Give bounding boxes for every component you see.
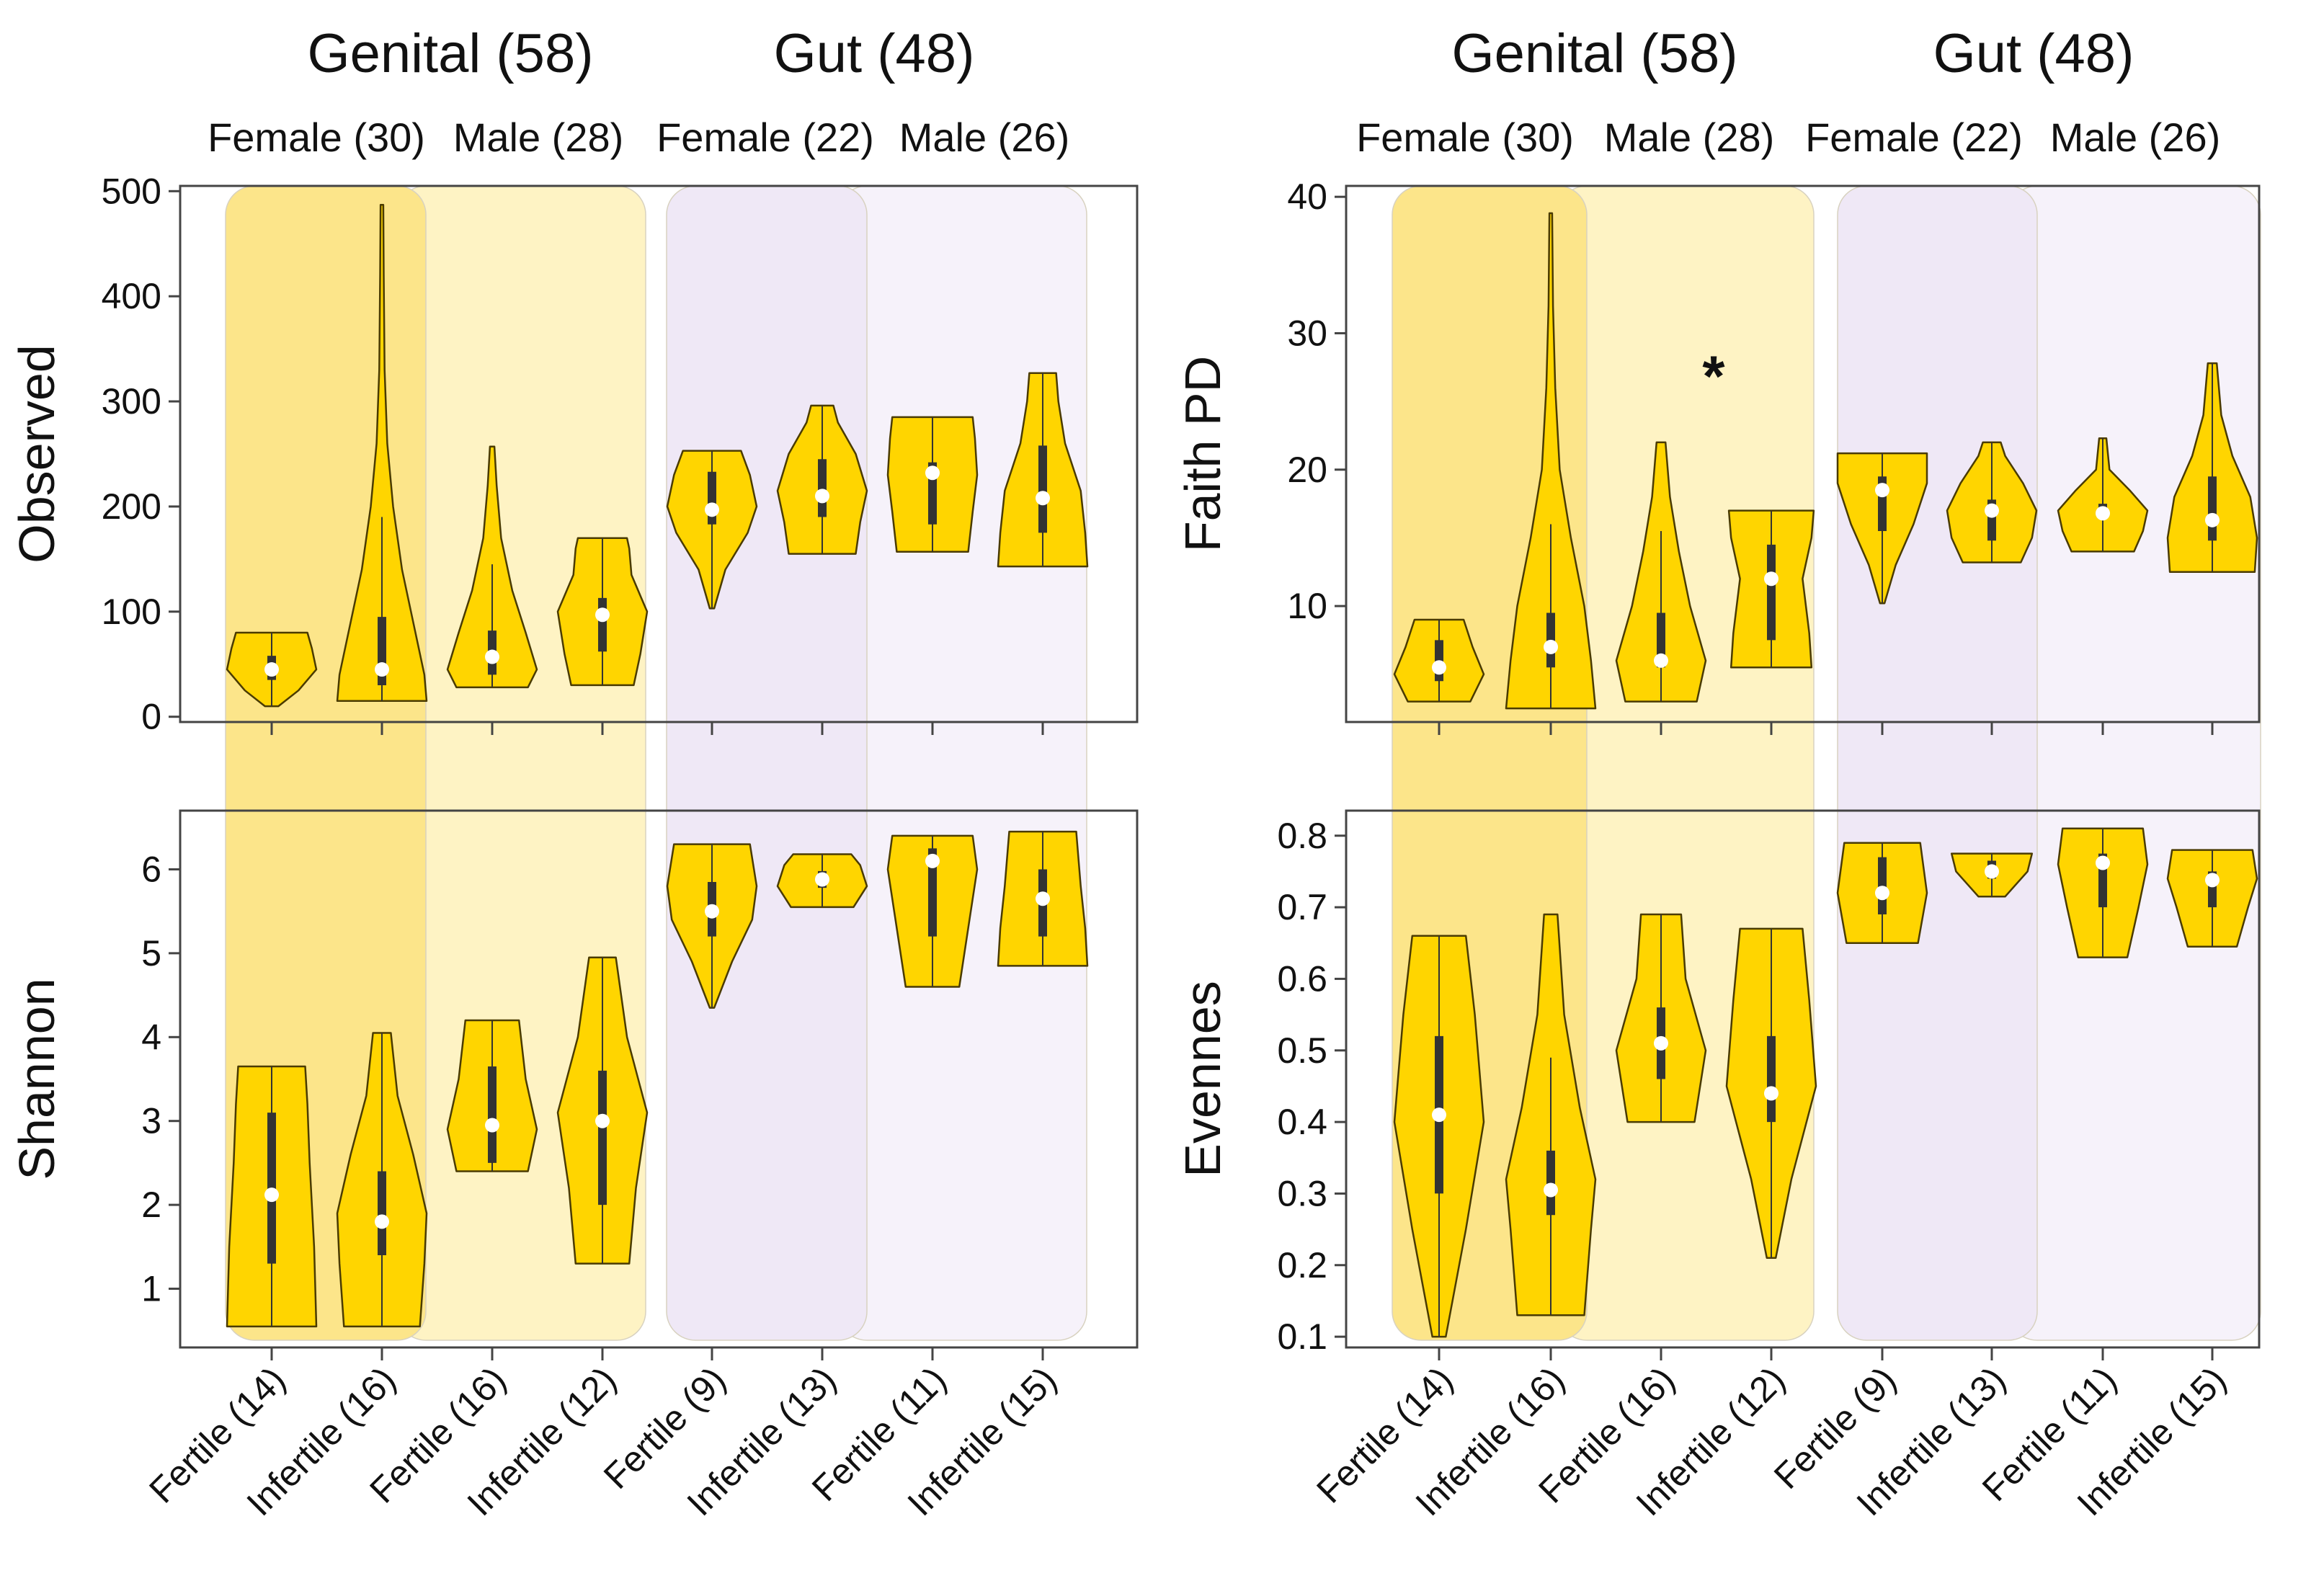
median-shannon-4 <box>705 904 719 919</box>
median-faith-2 <box>1654 653 1668 668</box>
subheader-gut-female-left: Female (22) <box>656 115 874 160</box>
header-gut-right: Gut (48) <box>1933 23 2134 84</box>
ytick-label-evennes: 0.8 <box>1277 816 1327 856</box>
median-faith-6 <box>2096 506 2110 521</box>
median-observed-5 <box>815 489 829 504</box>
ytick-label-evennes: 0.6 <box>1277 958 1327 999</box>
ytick-label-shannon: 4 <box>141 1017 161 1057</box>
median-evennes-6 <box>2096 855 2110 870</box>
median-faith-0 <box>1432 660 1446 675</box>
significance-star: * <box>1702 344 1725 408</box>
median-shannon-2 <box>485 1118 499 1133</box>
median-evennes-4 <box>1875 886 1889 901</box>
header-genital-right: Genital (58) <box>1451 23 1737 84</box>
median-observed-4 <box>705 502 719 517</box>
violin-faith-1 <box>1505 212 1597 710</box>
median-faith-7 <box>2205 512 2220 527</box>
ytick-label-observed: 400 <box>102 276 161 316</box>
median-observed-7 <box>1036 491 1050 506</box>
panel-observed: 0 100 200 300 400 500 Observed <box>9 171 1139 737</box>
median-faith-1 <box>1544 639 1558 654</box>
median-evennes-2 <box>1654 1035 1668 1051</box>
median-shannon-7 <box>1036 891 1050 906</box>
ytick-label-shannon: 6 <box>141 849 161 889</box>
header-genital-left: Genital (58) <box>307 23 593 84</box>
band-gut-female-left <box>666 185 868 1341</box>
median-observed-2 <box>485 649 499 664</box>
ytick-label-shannon: 2 <box>141 1185 161 1225</box>
median-shannon-1 <box>375 1214 389 1229</box>
ytick-label-evennes: 0.4 <box>1277 1102 1327 1142</box>
panel-frame-shannon <box>179 809 1139 1349</box>
violin-observed-1 <box>336 204 428 703</box>
subheader-genital-female-right: Female (30) <box>1356 115 1574 160</box>
ytick-label-evennes: 0.2 <box>1277 1245 1327 1285</box>
ytick-label-observed: 200 <box>102 486 161 527</box>
median-faith-4 <box>1875 483 1889 498</box>
header-gut-left: Gut (48) <box>774 23 975 84</box>
panels: 0 100 200 300 400 500 Observed 10 20 30 40 Faith PD… <box>9 171 2261 1360</box>
ytick-label-faith: 20 <box>1287 450 1327 490</box>
median-evennes-5 <box>1985 864 1999 879</box>
median-evennes-1 <box>1544 1182 1558 1198</box>
ylabel-shannon: Shannon <box>9 978 65 1180</box>
ytick-label-faith: 10 <box>1287 586 1327 626</box>
ylabel-faith: Faith PD <box>1175 356 1231 552</box>
median-evennes-0 <box>1432 1108 1446 1123</box>
ytick-label-evennes: 0.1 <box>1277 1316 1327 1357</box>
ytick-label-evennes: 0.3 <box>1277 1173 1327 1213</box>
band-gut-female-right <box>1837 185 2038 1341</box>
ytick-label-observed: 0 <box>141 697 161 737</box>
ylabel-evennes: Evennes <box>1175 981 1231 1177</box>
ytick-label-evennes: 0.5 <box>1277 1030 1327 1071</box>
ytick-label-faith: 40 <box>1287 177 1327 217</box>
median-observed-1 <box>375 662 389 677</box>
panel-frame-faith <box>1345 184 2261 723</box>
median-observed-0 <box>264 662 279 677</box>
median-evennes-3 <box>1764 1086 1778 1101</box>
ytick-label-observed: 300 <box>102 381 161 422</box>
subheader-genital-male-left: Male (28) <box>453 115 624 160</box>
band-gut-male-right <box>2008 185 2261 1341</box>
panel-shannon: 1 2 3 4 5 6 Shannon <box>9 809 1139 1360</box>
ytick-label-evennes: 0.7 <box>1277 887 1327 927</box>
median-observed-3 <box>595 607 610 623</box>
ytick-label-observed: 100 <box>102 592 161 632</box>
subheader-gut-male-left: Male (26) <box>899 115 1070 160</box>
ytick-label-shannon: 3 <box>141 1101 161 1141</box>
median-shannon-0 <box>264 1187 279 1203</box>
subheader-gut-female-right: Female (22) <box>1805 115 2023 160</box>
ytick-label-shannon: 1 <box>141 1269 161 1309</box>
subheader-gut-male-right: Male (26) <box>2050 115 2221 160</box>
band-gut-male-left <box>837 185 1087 1341</box>
median-faith-5 <box>1985 503 1999 518</box>
panel-faith: 10 20 30 40 Faith PD * <box>1175 177 2261 735</box>
panel-frame-evennes <box>1345 809 2261 1349</box>
median-evennes-7 <box>2205 873 2220 888</box>
ytick-label-observed: 500 <box>102 171 161 211</box>
panel-evennes: 0.1 0.2 0.3 0.4 0.5 0.6 0.7 0.8 Evennes <box>1175 809 2261 1360</box>
median-shannon-6 <box>925 853 940 868</box>
median-faith-3 <box>1764 571 1778 587</box>
x-category-labels: Fertile (14)Infertile (16)Fertile (16)In… <box>141 1359 2234 1523</box>
median-shannon-5 <box>815 872 829 887</box>
ytick-label-faith: 30 <box>1287 313 1327 353</box>
median-observed-6 <box>925 465 940 481</box>
subheader-genital-male-right: Male (28) <box>1604 115 1775 160</box>
group-bands <box>225 185 2261 1341</box>
ylabel-observed: Observed <box>9 344 65 563</box>
ytick-label-shannon: 5 <box>141 933 161 973</box>
panel-frame-observed <box>179 184 1139 723</box>
median-shannon-3 <box>595 1113 610 1128</box>
subheader-genital-female-left: Female (30) <box>208 115 425 160</box>
